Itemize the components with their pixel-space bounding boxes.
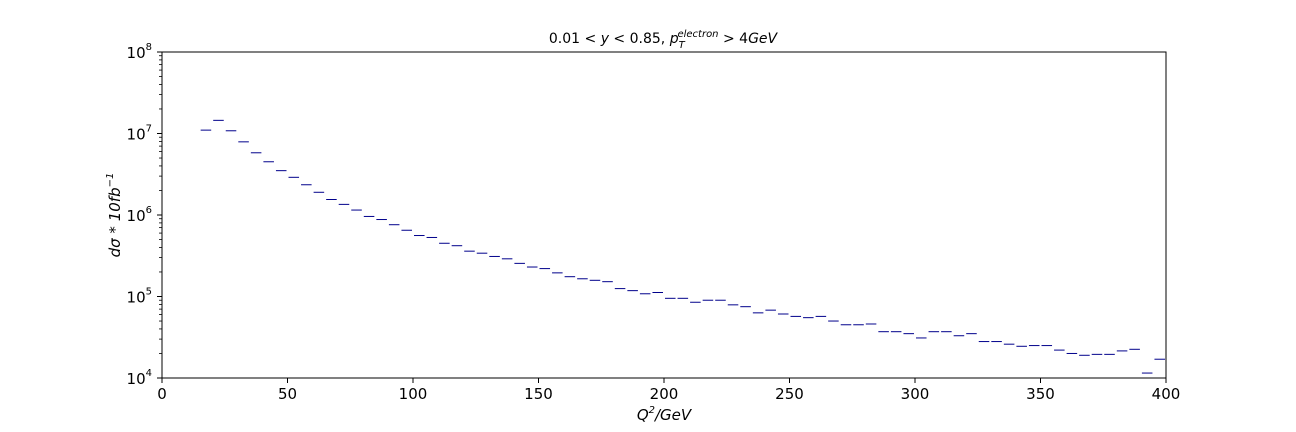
- plot-frame: [161, 51, 1167, 379]
- y-axis-ticks: 104 105 106 107 108: [127, 42, 162, 388]
- x-axis-label: Q2/GeV: [637, 405, 693, 424]
- y-tick-label: 105: [127, 287, 152, 307]
- y-axis-label: dσ * 10fb−1: [105, 173, 124, 258]
- y-tick-label: 108: [127, 42, 152, 62]
- x-tick-label: 50: [278, 385, 297, 403]
- x-tick-label: 400: [1152, 385, 1181, 403]
- y-tick-label: 107: [127, 124, 152, 144]
- x-tick-label: 250: [775, 385, 804, 403]
- x-tick-label: 100: [399, 385, 428, 403]
- y-tick-label: 106: [127, 205, 152, 225]
- x-tick-label: 350: [1026, 385, 1055, 403]
- y-tick-label: 104: [127, 368, 152, 388]
- x-tick-label: 0: [157, 385, 167, 403]
- x-tick-label: 150: [524, 385, 553, 403]
- histogram-bins: [200, 119, 1165, 374]
- chart-title: 0.01 < y < 0.85, pTelectron > 4GeV: [549, 29, 779, 51]
- x-tick-label: 200: [650, 385, 679, 403]
- x-tick-label: 300: [901, 385, 930, 403]
- x-axis-ticks: 0 50 100 150 200 250 300 350 400: [157, 378, 1180, 403]
